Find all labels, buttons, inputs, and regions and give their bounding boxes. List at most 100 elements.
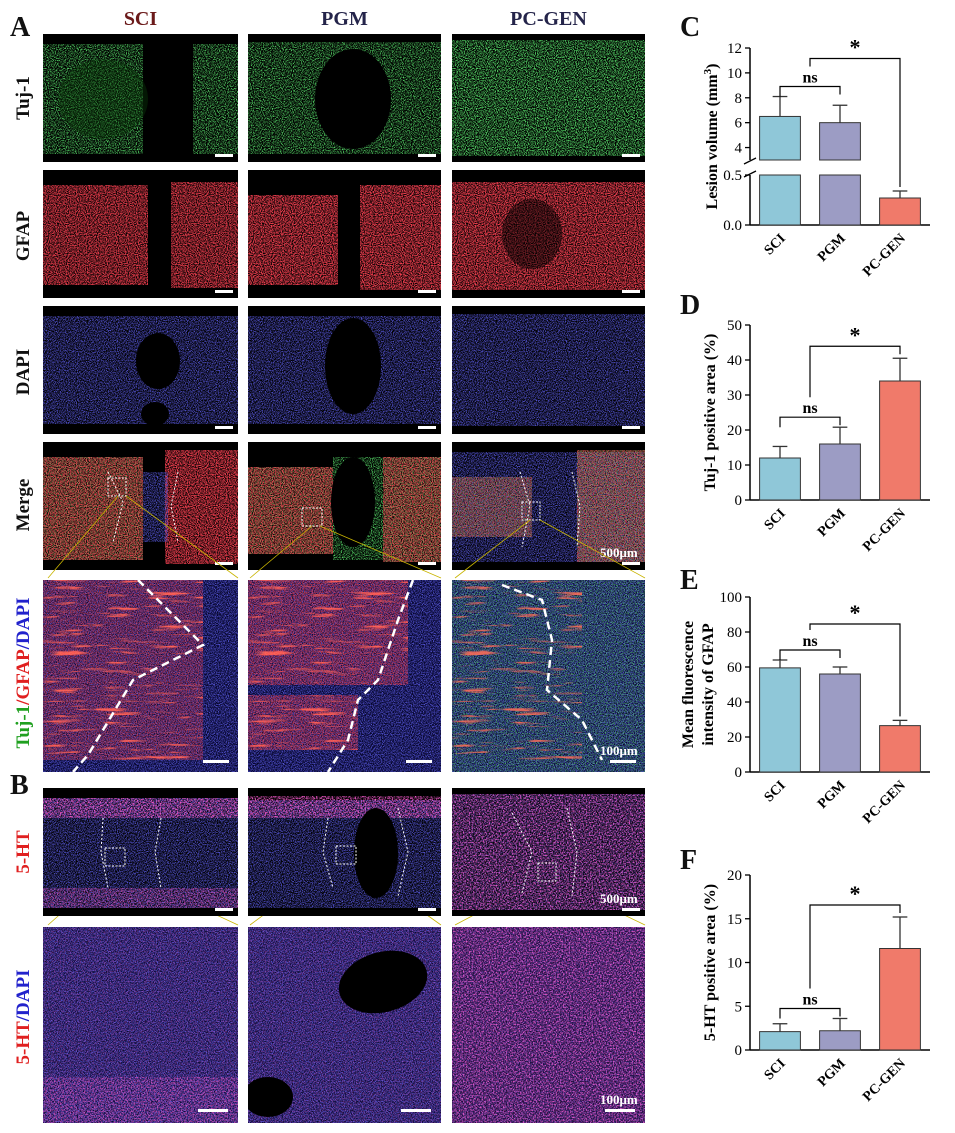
scalebar-label-zoom: 100μm: [600, 743, 638, 758]
y-tick-label: 0: [735, 493, 743, 509]
panel-letter-e: E: [680, 565, 699, 596]
ns-annotation: ns: [802, 70, 817, 87]
y-tick-label: 50: [727, 318, 742, 334]
x-tick-label: PGM: [815, 778, 849, 812]
image-gfap-pgm: [248, 170, 441, 298]
ns-annotation: ns: [802, 400, 817, 417]
scalebar-label-b-zoom: 100μm: [600, 1092, 638, 1107]
bar: [819, 443, 861, 501]
image-dapi-sci: [43, 306, 238, 434]
y-tick-label: 10: [727, 956, 742, 972]
image-gfap-pcgen: [452, 170, 645, 298]
bar: [819, 673, 861, 773]
y-axis-label: 5-HT positive area (%): [702, 884, 719, 1041]
panel-letter-c: C: [680, 12, 701, 43]
significance-star: *: [850, 322, 861, 347]
image-merge-sci: [43, 442, 238, 570]
chart-gfap-intensity: 0 20 40 60 80 100 Mean fluorescence intensity o…: [680, 590, 930, 827]
image-dapi-pgm: [248, 306, 441, 434]
image-merge-pcgen: 500μm: [452, 442, 645, 570]
significance-star: *: [850, 35, 861, 60]
bar: [819, 174, 861, 226]
bar: [759, 667, 801, 773]
star-bracket: [809, 904, 901, 989]
image-5ht-pcgen: 500μm: [452, 788, 645, 916]
chart-tuj1-area: 0 10 20 30 40 50 Tuj-1 positive area (%) SCI PGM…: [702, 318, 930, 555]
image-zoom-a-pcgen: 100μm: [452, 580, 645, 772]
significance-star: *: [850, 600, 861, 625]
image-gfap-sci: [43, 170, 238, 298]
y-axis-label: Lesion volume (mm3): [702, 64, 721, 210]
y-axis-label: Mean fluorescence: [680, 621, 697, 748]
x-tick-label: PGM: [815, 506, 849, 540]
x-tick-label: SCI: [762, 1056, 789, 1083]
bar: [819, 122, 861, 161]
image-tuj1-sci: [43, 34, 238, 162]
panel-letter-d: D: [680, 290, 701, 321]
y-axis-label: intensity of GFAP: [700, 623, 717, 746]
scalebar-label-b-top: 500μm: [600, 891, 638, 906]
image-zoom-b-pgm: [248, 927, 441, 1123]
image-tuj1-pgm: [248, 34, 441, 162]
y-tick-label: 8: [735, 91, 743, 107]
y-tick-label: 0: [735, 1043, 743, 1059]
ns-annotation: ns: [802, 992, 817, 1009]
ns-annotation: ns: [802, 633, 817, 650]
image-5ht-sci: [43, 788, 238, 916]
bar: [759, 457, 801, 501]
x-tick-label: PGM: [815, 1056, 849, 1090]
y-tick-label: 100: [720, 590, 743, 606]
y-tick-label: 6: [735, 116, 743, 132]
panel-letter-a: A: [10, 12, 31, 43]
image-zoom-b-sci: [43, 927, 238, 1123]
x-tick-label: PGM: [815, 231, 849, 265]
ns-bracket: [779, 416, 841, 428]
axis-break-mark: [743, 157, 757, 165]
bar: [879, 197, 921, 226]
x-tick-label: PC-GEN: [860, 506, 909, 555]
y-tick-label: 15: [727, 912, 742, 928]
x-tick-label: PC-GEN: [860, 231, 909, 280]
y-tick-label: 10: [727, 66, 742, 82]
ns-bracket: [779, 649, 841, 660]
y-tick-label: 10: [727, 458, 742, 474]
x-tick-label: SCI: [762, 778, 789, 805]
star-bracket: [809, 57, 901, 187]
ns-bracket: [779, 1007, 841, 1019]
x-tick-label: SCI: [762, 231, 789, 258]
y-tick-label: 0: [735, 765, 743, 781]
image-merge-pgm: [248, 442, 441, 570]
y-tick-label: 30: [727, 388, 742, 404]
y-tick-label: 80: [727, 625, 742, 641]
y-tick-label: 12: [727, 41, 742, 57]
significance-star: *: [850, 881, 861, 906]
x-tick-label: PC-GEN: [860, 778, 909, 827]
y-tick-label: 40: [727, 353, 742, 369]
y-tick-label: 0.0: [723, 218, 742, 234]
axis-break-mark: [743, 170, 757, 178]
image-dapi-pcgen: [452, 306, 645, 434]
column-title-pgm: PGM: [321, 8, 368, 30]
panel-letter-b: B: [10, 770, 29, 801]
y-tick-label: 0.5: [723, 168, 742, 184]
image-zoom-b-pcgen: 100μm: [452, 927, 645, 1123]
x-tick-label: SCI: [762, 506, 789, 533]
image-tuj1-pcgen: [452, 34, 645, 162]
y-tick-label: 5: [735, 999, 743, 1015]
y-tick-label: 40: [727, 695, 742, 711]
image-zoom-a-sci: [43, 580, 238, 772]
column-title-pcgen: PC-GEN: [510, 8, 587, 30]
bar: [759, 1031, 801, 1051]
bar: [759, 115, 801, 161]
image-5ht-pgm: [248, 788, 441, 916]
bar: [879, 725, 921, 773]
y-axis-label: Tuj-1 positive area (%): [702, 334, 719, 492]
image-zoom-a-pgm: [248, 580, 441, 772]
star-bracket: [809, 345, 901, 398]
y-tick-label: 20: [727, 868, 742, 884]
bar: [819, 1030, 861, 1051]
ns-bracket: [779, 85, 841, 97]
y-tick-label: 4: [735, 141, 743, 157]
bar-break-gap: [818, 161, 862, 174]
